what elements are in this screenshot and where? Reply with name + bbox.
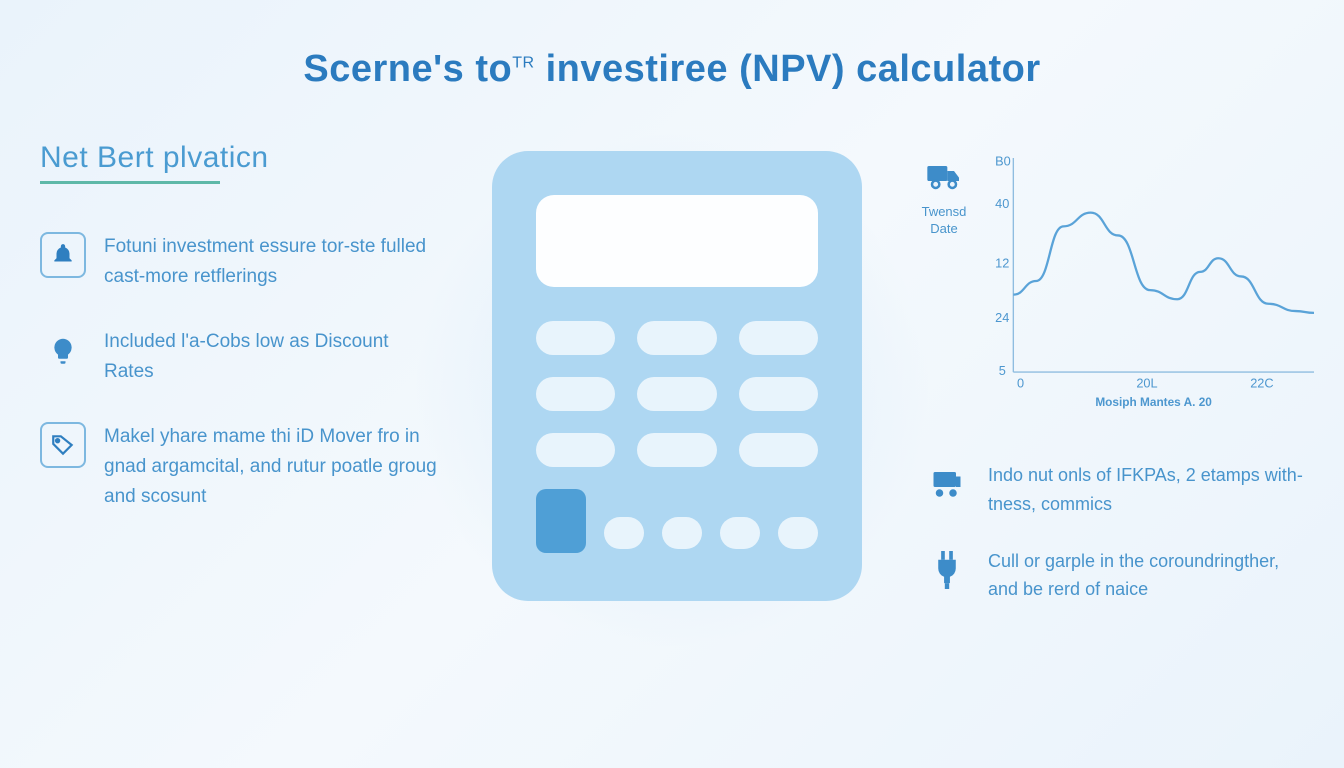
calculator-key xyxy=(637,377,716,411)
x-tick: 22C xyxy=(1250,376,1273,391)
cart-icon xyxy=(924,461,970,507)
feature-item: Makel yhare mame thi iD Mover fro in gna… xyxy=(40,422,440,513)
calculator-key xyxy=(604,517,644,549)
main-layout: Net Bert plvaticn Fotuni investment essu… xyxy=(0,141,1344,632)
calculator-key xyxy=(662,517,702,549)
center-column xyxy=(460,141,894,632)
chart-area: Twensd Date B0 40 12 24 5 0 20L 22C xyxy=(914,141,1314,421)
bulb-icon xyxy=(40,327,86,373)
y-tick: 40 xyxy=(995,196,1009,211)
chart-line xyxy=(1013,213,1314,313)
chart-caption: Twensd Date xyxy=(914,159,974,238)
feature-item: Fotuni investment essure tor-ste fulled … xyxy=(40,232,440,293)
calculator-key xyxy=(739,321,818,355)
y-tick: B0 xyxy=(995,153,1011,168)
title-tm: TR xyxy=(512,54,534,71)
feature-text: Fotuni investment essure tor-ste fulled … xyxy=(104,232,440,293)
heading-underline xyxy=(40,181,220,184)
tag-icon xyxy=(40,422,86,468)
x-axis-label: Mosiph Mantes A. 20 xyxy=(1095,395,1212,409)
calculator-key xyxy=(739,377,818,411)
calculator-key xyxy=(536,433,615,467)
chart-caption-text: Twensd Date xyxy=(914,204,974,238)
plug-icon xyxy=(924,547,970,593)
calculator-key xyxy=(720,517,760,549)
calculator-row xyxy=(536,433,818,467)
feature-item: Cull or garple in the coroundringther, a… xyxy=(914,547,1314,605)
chart: B0 40 12 24 5 0 20L 22C Mosiph Mantes A.… xyxy=(986,141,1314,421)
calculator-key xyxy=(739,433,818,467)
bell-icon xyxy=(40,232,86,278)
feature-text: Indo nut onls of IFKPAs, 2 etamps with-t… xyxy=(988,461,1314,519)
title-part-1: Scerne's to xyxy=(303,48,512,90)
feature-item: Indo nut onls of IFKPAs, 2 etamps with-t… xyxy=(914,461,1314,519)
feature-text: Cull or garple in the coroundringther, a… xyxy=(988,547,1314,605)
left-column: Net Bert plvaticn Fotuni investment essu… xyxy=(30,141,440,632)
calculator-key xyxy=(778,517,818,549)
calculator-display xyxy=(536,195,818,287)
chart-svg: B0 40 12 24 5 0 20L 22C Mosiph Mantes A.… xyxy=(986,141,1314,421)
title-part-2: investiree (NPV) calculator xyxy=(535,48,1041,90)
calculator-accent-key xyxy=(536,489,586,553)
feature-item: Included l'a-Cobs low as Discount Rates xyxy=(40,327,440,388)
calculator-key xyxy=(536,321,615,355)
page-title: Scerne's toTR investiree (NPV) calculato… xyxy=(0,0,1344,91)
y-tick: 5 xyxy=(999,363,1006,378)
right-column: Twensd Date B0 40 12 24 5 0 20L 22C xyxy=(914,141,1314,632)
calculator-bottom-row xyxy=(536,489,818,553)
calculator-key xyxy=(637,433,716,467)
feature-text: Makel yhare mame thi iD Mover fro in gna… xyxy=(104,422,440,513)
calculator-key xyxy=(637,321,716,355)
x-tick: 20L xyxy=(1136,376,1157,391)
calculator-row xyxy=(536,377,818,411)
truck-icon xyxy=(924,159,964,198)
calculator-row xyxy=(536,321,818,355)
calculator-key xyxy=(536,377,615,411)
x-tick: 0 xyxy=(1017,376,1024,391)
y-tick: 12 xyxy=(995,255,1009,270)
calculator-graphic xyxy=(492,151,862,601)
y-tick: 24 xyxy=(995,310,1009,325)
feature-text: Included l'a-Cobs low as Discount Rates xyxy=(104,327,440,388)
section-heading: Net Bert plvaticn xyxy=(40,141,440,175)
